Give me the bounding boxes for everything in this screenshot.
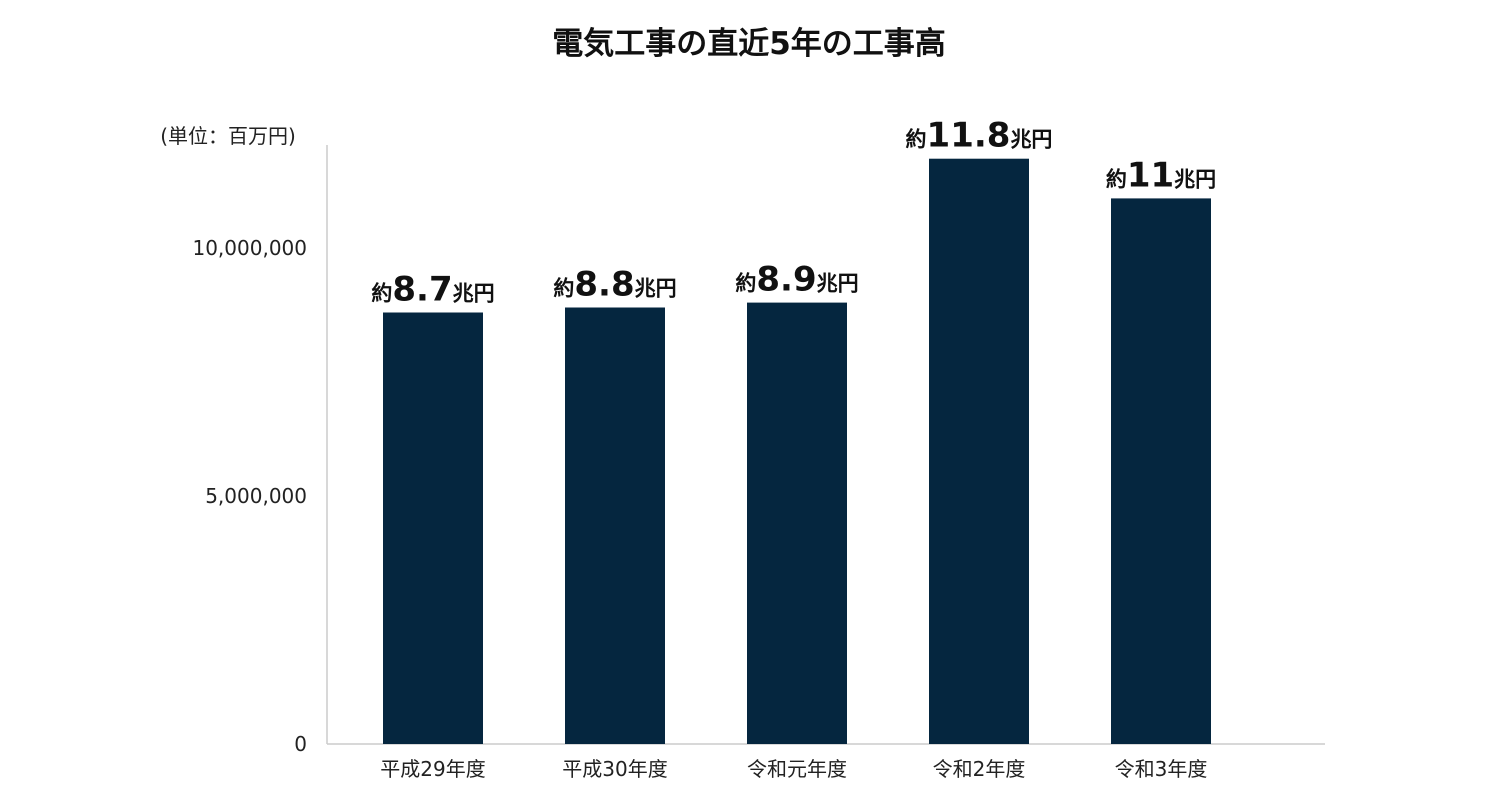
data-label: 約11兆円 (1106, 155, 1216, 195)
data-label-number: 8.9 (756, 260, 816, 300)
x-tick-label: 平成30年度 (562, 757, 667, 781)
bar (929, 158, 1029, 744)
data-label-number: 11.8 (927, 116, 1011, 156)
x-tick-label: 平成29年度 (380, 757, 485, 781)
y-tick-label: 10,000,000 (192, 236, 307, 260)
data-label-suffix: 兆円 (1174, 167, 1216, 191)
data-label-suffix: 兆円 (817, 272, 859, 296)
unit-label: (単位：百万円) (160, 124, 296, 148)
data-label-suffix: 兆円 (453, 282, 495, 306)
x-tick-label: 令和元年度 (747, 757, 847, 781)
data-label: 約8.8兆円 (553, 265, 676, 305)
data-label-number: 8.8 (574, 265, 634, 305)
data-label: 約8.9兆円 (735, 260, 858, 300)
y-tick-label: 0 (294, 732, 307, 756)
data-label-suffix: 兆円 (1010, 128, 1052, 152)
data-label-number: 8.7 (392, 270, 452, 310)
data-label-prefix: 約 (906, 128, 927, 152)
bar (383, 312, 483, 744)
data-label-prefix: 約 (1106, 167, 1127, 191)
bars (383, 158, 1211, 744)
y-axis-ticks: 0 5,000,000 10,000,000 (192, 236, 307, 756)
chart-title: 電気工事の直近5年の工事高 (552, 26, 946, 62)
data-label-prefix: 約 (735, 272, 756, 296)
x-tick-label: 令和3年度 (1115, 757, 1208, 781)
data-label-number: 11 (1127, 155, 1174, 195)
bar (1111, 198, 1211, 744)
data-label-prefix: 約 (553, 277, 574, 301)
y-tick-label: 5,000,000 (205, 484, 307, 508)
bar (747, 302, 847, 744)
x-axis-labels: 平成29年度 平成30年度 令和元年度 令和2年度 令和3年度 (380, 757, 1207, 781)
x-tick-label: 令和2年度 (933, 757, 1026, 781)
data-label-prefix: 約 (371, 282, 392, 306)
data-label: 約8.7兆円 (371, 270, 494, 310)
data-label-suffix: 兆円 (635, 277, 677, 301)
bar (565, 307, 665, 744)
data-label: 約11.8兆円 (906, 116, 1053, 156)
